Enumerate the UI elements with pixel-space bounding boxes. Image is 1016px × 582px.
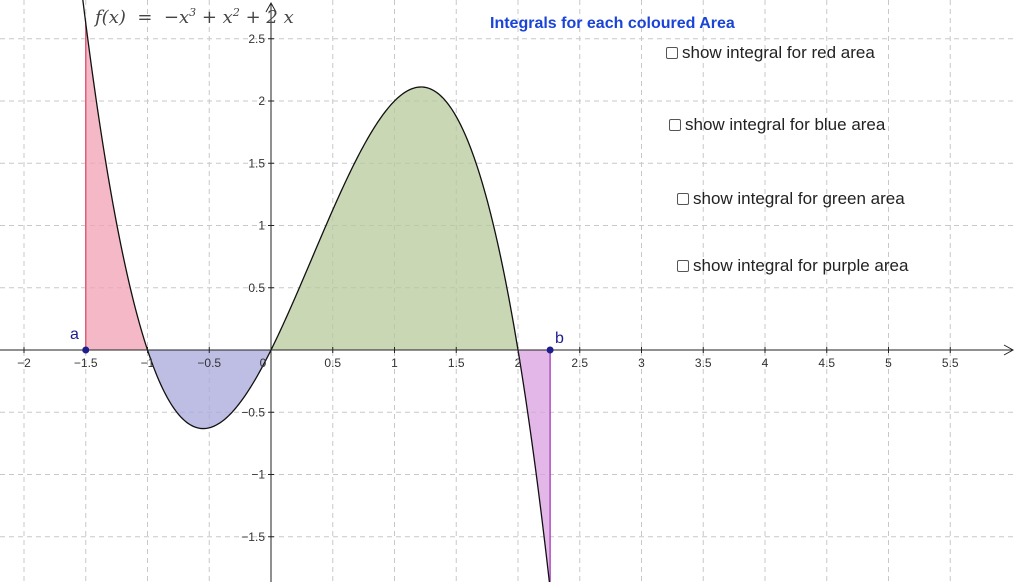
y-tick-label: 1 — [258, 219, 265, 233]
checkbox-purple-area[interactable]: show integral for purple area — [677, 256, 908, 276]
x-tick-label: 0.5 — [324, 356, 341, 370]
x-tick-label: 5.5 — [942, 356, 959, 370]
x-tick-label: 0 — [260, 356, 267, 370]
checkbox-green-area[interactable]: show integral for green area — [677, 189, 905, 209]
y-tick-label: 0.5 — [248, 281, 265, 295]
y-axis-arrow — [265, 1, 277, 13]
checkbox-box[interactable] — [666, 47, 678, 59]
area-blue — [147, 350, 271, 429]
x-tick-label: −1 — [141, 356, 155, 370]
area-green — [271, 87, 518, 350]
checkbox-box[interactable] — [677, 193, 689, 205]
x-axis-arrow — [1003, 344, 1015, 356]
y-tick-label: −1 — [251, 468, 265, 482]
y-tick-label: −0.5 — [241, 405, 265, 419]
y-tick-label: 2 — [258, 94, 265, 108]
checkbox-box[interactable] — [669, 119, 681, 131]
x-tick-label: 4 — [762, 356, 769, 370]
function-curve — [82, 0, 551, 582]
point-b — [546, 346, 554, 354]
x-tick-label: −1.5 — [74, 356, 98, 370]
x-tick-label: 1.5 — [448, 356, 465, 370]
checkbox-red-area[interactable]: show integral for red area — [666, 43, 875, 63]
x-tick-label: −2 — [17, 356, 31, 370]
x-tick-label: 2.5 — [571, 356, 588, 370]
x-tick-label: 3.5 — [695, 356, 712, 370]
x-tick-label: −0.5 — [197, 356, 221, 370]
page-title: Integrals for each coloured Area — [490, 15, 735, 32]
point-a-label: a — [70, 326, 79, 343]
area-red — [85, 23, 148, 350]
point-a — [82, 346, 90, 354]
checkbox-label: show integral for red area — [682, 43, 875, 62]
checkbox-label: show integral for purple area — [693, 256, 909, 275]
x-tick-label: 5 — [885, 356, 892, 370]
y-tick-label: 1.5 — [248, 156, 265, 170]
x-tick-label: 4.5 — [818, 356, 835, 370]
y-tick-label: −1.5 — [241, 530, 265, 544]
checkbox-box[interactable] — [677, 260, 689, 272]
x-tick-label: 3 — [638, 356, 645, 370]
y-tick-label: 2.5 — [248, 32, 265, 46]
checkbox-label: show integral for blue area — [685, 115, 886, 134]
area-purple — [518, 350, 551, 582]
function-label: f(x) = −x3 + x2 + 2 x — [95, 6, 294, 28]
x-tick-label: 1 — [391, 356, 398, 370]
checkbox-blue-area[interactable]: show integral for blue area — [669, 115, 885, 135]
x-tick-label: 2 — [515, 356, 522, 370]
checkbox-label: show integral for green area — [693, 189, 905, 208]
point-b-label: b — [555, 330, 564, 347]
